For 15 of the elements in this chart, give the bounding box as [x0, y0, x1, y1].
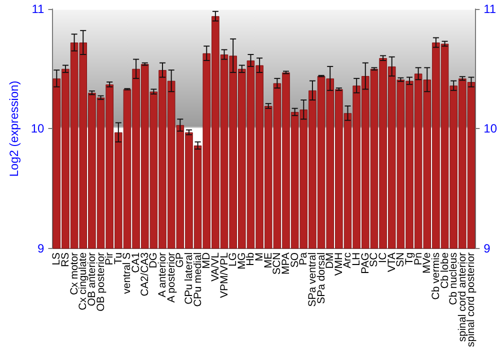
y-tick-label: 11 [32, 2, 45, 16]
x-tick-label: A posterior [165, 252, 178, 303]
x-tick-label: spinal cord posterior [465, 252, 478, 347]
y-axis-title: Log2 (expression) [7, 80, 21, 177]
x-tick-label: DG [148, 252, 160, 268]
y-tick-label: 10 [30, 122, 45, 136]
y2-tick-label: 9 [484, 241, 491, 256]
x-tick-label: MPA [280, 252, 292, 274]
y-tick-label: 9 [38, 241, 45, 256]
y2-tick-label: 11 [484, 2, 496, 16]
x-tick-label: Tg [403, 252, 416, 265]
x-tick-label: PAG [359, 252, 372, 274]
y2-tick-label: 10 [484, 122, 498, 136]
x-tick-label: VA/VL [209, 252, 222, 282]
x-tick-label: RS [59, 252, 72, 268]
